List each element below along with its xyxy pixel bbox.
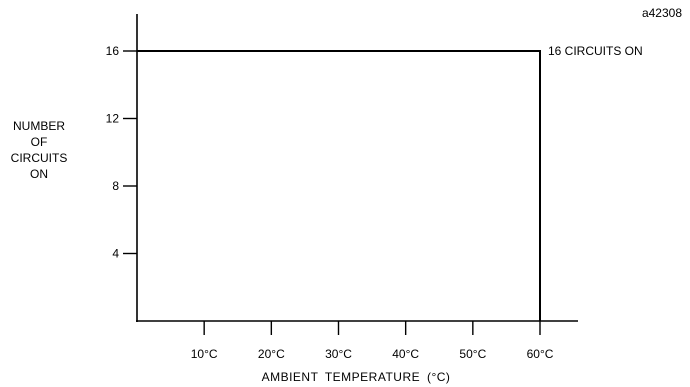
y-axis-label-line: NUMBER bbox=[12, 119, 65, 133]
y-tick-label: 12 bbox=[106, 112, 120, 126]
y-tick-label: 4 bbox=[112, 247, 119, 261]
y-axis-label-line: CIRCUITS bbox=[10, 151, 68, 165]
y-tick-label: 16 bbox=[106, 44, 120, 58]
y-axis-label: NUMBER OF CIRCUITS ON bbox=[0, 118, 78, 182]
x-tick-label: 50°C bbox=[459, 347, 486, 361]
axes bbox=[136, 14, 578, 322]
x-tick-label: 60°C bbox=[527, 347, 554, 361]
series-line bbox=[137, 50, 541, 321]
x-tick-label: 40°C bbox=[392, 347, 419, 361]
x-axis-label: AMBIENT TEMPERATURE (°C) bbox=[261, 370, 451, 384]
y-axis-label-line: OF bbox=[30, 135, 48, 149]
ticks: 4 8 12 16 10°C 20°C 30°C 40°C 50°C 60°C bbox=[106, 44, 554, 361]
x-tick-label: 30°C bbox=[325, 347, 352, 361]
annotations: 16 CIRCUITS ON bbox=[548, 44, 643, 58]
series bbox=[137, 50, 541, 321]
annotation-label: 16 CIRCUITS ON bbox=[548, 44, 643, 58]
x-tick-label: 20°C bbox=[258, 347, 285, 361]
x-tick-label: 10°C bbox=[191, 347, 218, 361]
figure-id: a42308 bbox=[641, 6, 682, 20]
y-tick-label: 8 bbox=[112, 179, 119, 193]
y-axis-label-line: ON bbox=[30, 167, 48, 181]
